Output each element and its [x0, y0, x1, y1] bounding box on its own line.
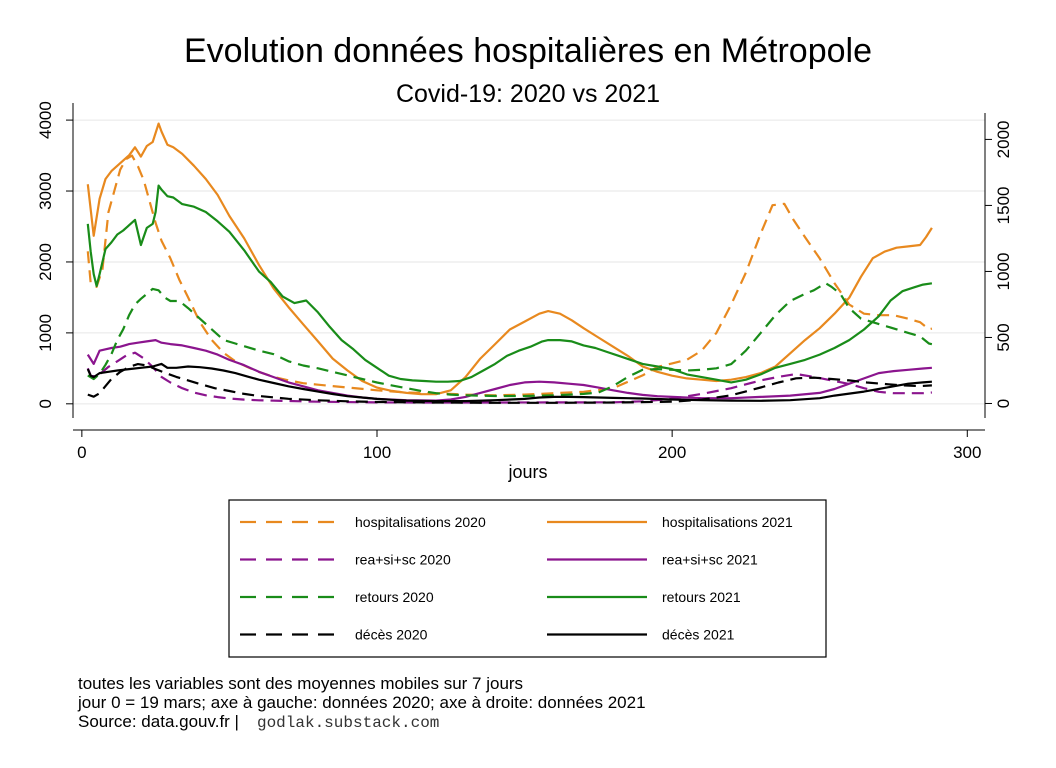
credit-text: godlak.substack.com: [256, 714, 440, 732]
x-tick-label: 200: [658, 443, 686, 462]
legend-label: rea+si+sc 2020: [355, 552, 451, 568]
x-tick-label: 0: [77, 443, 86, 462]
series-line-3: [86, 339, 932, 402]
chart-title: Evolution données hospitalières en Métro…: [184, 32, 872, 70]
y-right-tick-label: 500: [994, 323, 1013, 351]
series-line-4: [87, 282, 933, 398]
grid-lines: [73, 119, 985, 405]
legend: hospitalisations 2020 hospitalisations 20…: [228, 499, 827, 658]
chart-subtitle: Covid-19: 2020 vs 2021: [396, 80, 660, 108]
y-right-tick-label: 2000: [994, 120, 1013, 158]
legend-label: retours 2020: [355, 589, 434, 605]
note-source: Source: data.gouv.fr | godlak.substack.co…: [78, 712, 646, 733]
axes: 0 1000 2000 3000 4000 0 500 1000 1500 2000 0 100 200…: [36, 101, 1013, 462]
series-line-6: [87, 363, 932, 404]
series-line-1: [86, 122, 933, 396]
y-right-tick-label: 0: [994, 399, 1013, 408]
y-left-tick-label: 0: [36, 399, 55, 408]
legend-label: retours 2021: [662, 589, 741, 605]
y-left-tick-label: 2000: [36, 243, 55, 281]
chart: Evolution données hospitalières en Métro…: [36, 32, 1013, 658]
chart-notes: toutes les variables sont des moyennes m…: [78, 674, 646, 733]
source-text: Source: data.gouv.fr |: [78, 712, 239, 731]
y-left-tick-label: 1000: [36, 314, 55, 352]
legend-label: hospitalisations 2020: [355, 514, 486, 530]
legend-label: hospitalisations 2021: [662, 514, 793, 530]
legend-box: [228, 499, 827, 658]
x-tick-label: 100: [363, 443, 391, 462]
legend-label: rea+si+sc 2021: [662, 552, 758, 568]
series-line-0: [86, 154, 933, 397]
y-left-tick-label: 3000: [36, 172, 55, 210]
y-right-tick-label: 1000: [994, 253, 1013, 291]
x-tick-label: 300: [953, 443, 981, 462]
x-axis-label: jours: [507, 462, 547, 482]
note-moving-average: toutes les variables sont des moyennes m…: [78, 674, 524, 693]
y-left-tick-label: 4000: [36, 101, 55, 139]
y-right-tick-label: 1500: [994, 187, 1013, 225]
legend-label: décès 2021: [662, 627, 735, 643]
note-axes: jour 0 = 19 mars; axe à gauche: données …: [78, 693, 646, 712]
legend-label: décès 2020: [355, 627, 428, 643]
series-line-7: [86, 362, 932, 403]
plot-area: [86, 122, 933, 404]
series-line-5: [86, 184, 933, 384]
